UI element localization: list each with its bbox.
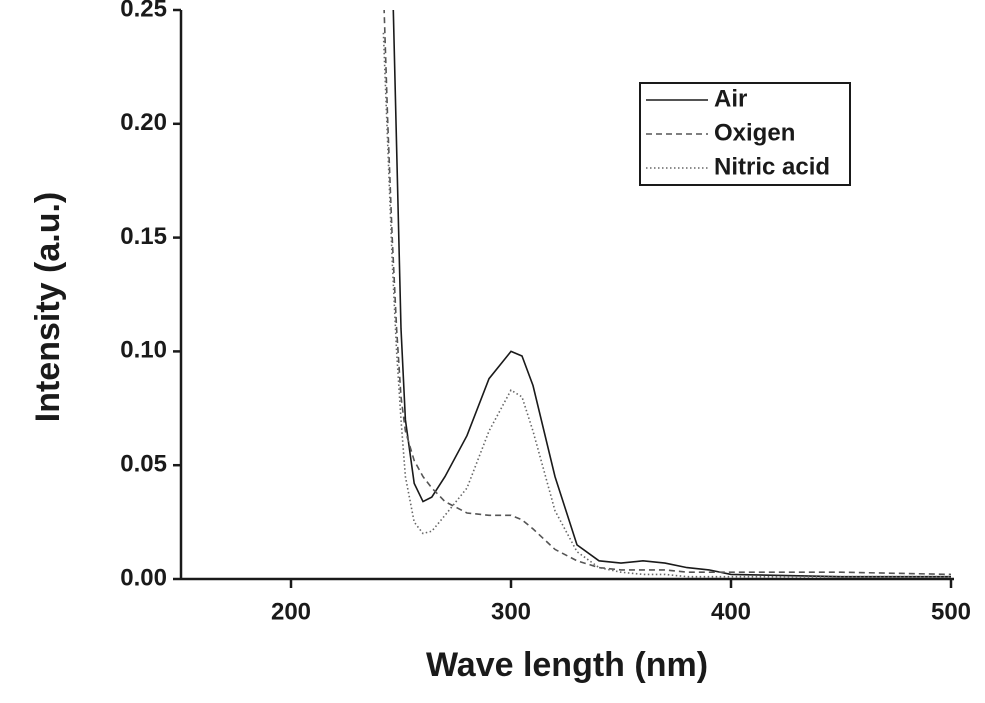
series-line	[382, 32, 951, 578]
y-axis-label: Intensity (a.u.)	[29, 192, 67, 422]
y-tick-label: 0.20	[120, 109, 167, 136]
y-tick-label: 0.00	[120, 564, 167, 591]
legend-label: Nitric acid	[714, 153, 830, 180]
y-tick-label: 0.05	[120, 451, 167, 478]
y-tick-label: 0.10	[120, 337, 167, 364]
series-line	[383, 10, 952, 576]
series-line	[392, 10, 951, 578]
plot-area	[382, 10, 952, 578]
legend-label: Air	[714, 85, 747, 112]
y-tick-label: 0.25	[120, 0, 167, 22]
y-tick-label: 0.15	[120, 223, 167, 250]
x-tick-label: 200	[271, 598, 311, 625]
x-tick-label: 300	[491, 598, 531, 625]
x-tick-label: 400	[711, 598, 751, 625]
x-axis-label: Wave length (nm)	[426, 646, 708, 684]
x-tick-label: 500	[931, 598, 971, 625]
legend-label: Oxigen	[714, 119, 795, 146]
